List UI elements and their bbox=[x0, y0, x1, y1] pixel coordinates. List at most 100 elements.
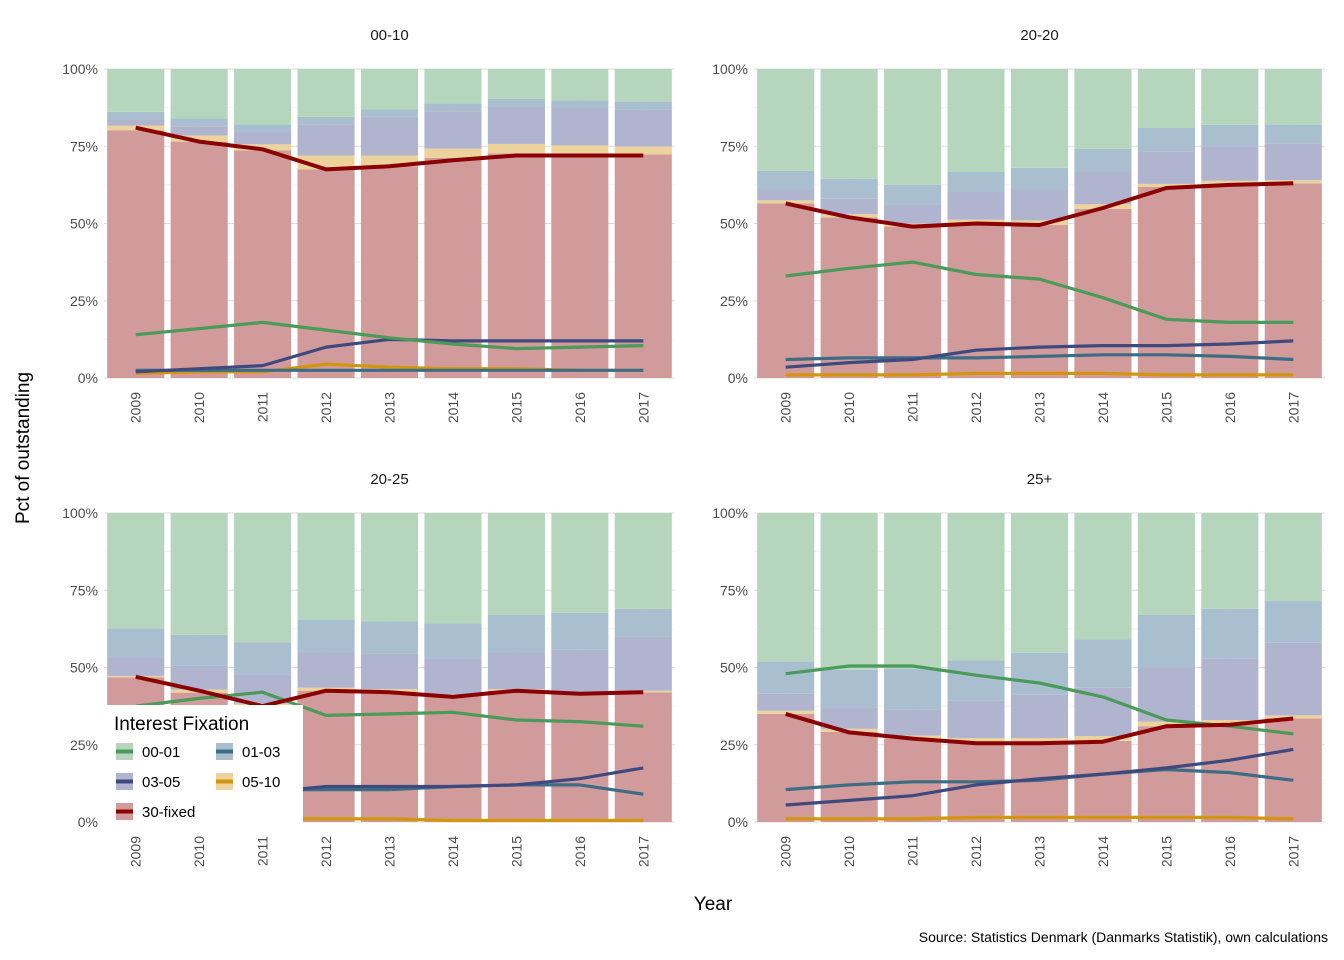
panel-20-25-bar-30-fixed-2015 bbox=[487, 690, 545, 822]
panel-25-bar-01-03-2011 bbox=[884, 669, 942, 710]
panel-20-20-bar-30-fixed-2011 bbox=[884, 226, 942, 378]
panel-00-10-bar-01-03-2010 bbox=[170, 118, 228, 127]
panel-25-bar-01-03-2017 bbox=[1264, 601, 1322, 643]
panel-00-10-bar-00-01-2011 bbox=[234, 69, 292, 125]
panel-00-10-y-ticks: 0% 25% 50% 75% 100% bbox=[62, 61, 98, 386]
panel-25-bar-30-fixed-2010 bbox=[820, 731, 878, 822]
legend-item-03-05: 03-05 bbox=[116, 773, 180, 791]
panel-25-bar-30-fixed-2009 bbox=[757, 713, 815, 822]
panel-20-25-bar-30-fixed-2014 bbox=[424, 696, 482, 822]
panel-20-25: 20-25 0% 25% 50% 75% 100% 2009 2010 2011 2012 2013… bbox=[62, 471, 675, 867]
panel-25-bar-30-fixed-2014 bbox=[1074, 740, 1132, 822]
panel-00-10-bar-01-03-2014 bbox=[424, 103, 482, 112]
panel-25-bar-05-10-2014 bbox=[1074, 736, 1132, 741]
legend-title: Interest Fixation bbox=[114, 714, 249, 735]
panel-20-20-bar-00-01-2010 bbox=[820, 69, 878, 179]
panel-20-25-bar-00-01-2009 bbox=[107, 513, 165, 629]
panel-00-10-bar-00-01-2015 bbox=[487, 69, 545, 99]
panel-20-25-bar-03-05-2009 bbox=[107, 657, 165, 676]
panel-20-25-bar-30-fixed-2017 bbox=[614, 692, 672, 822]
panel-20-20-bar-05-10-2016 bbox=[1201, 180, 1259, 184]
panel-00-10-y-tick-label: 75% bbox=[70, 138, 98, 154]
panel-20-20-bar-00-01-2014 bbox=[1074, 69, 1132, 149]
panel-25-x-tick-label: 2011 bbox=[905, 836, 921, 866]
panel-00-10-bar-05-10-2010 bbox=[170, 135, 228, 142]
panel-20-20-bar-00-01-2009 bbox=[757, 69, 815, 171]
panel-20-20-bar-30-fixed-2015 bbox=[1137, 187, 1195, 378]
panel-20-20-bar-03-05-2016 bbox=[1201, 146, 1259, 181]
legend-item-00-01: 00-01 bbox=[116, 743, 180, 761]
panel-25-bar-00-01-2013 bbox=[1010, 513, 1069, 653]
panel-20-20-x-tick-label: 2010 bbox=[841, 392, 857, 423]
panel-20-25-bar-01-03-2009 bbox=[107, 628, 165, 658]
panel-00-10-bar-03-05-2017 bbox=[614, 109, 672, 147]
legend-label: 00-01 bbox=[142, 744, 180, 761]
panel-00-10-y-tick-label: 100% bbox=[62, 61, 98, 77]
panel-00-10-bar-03-05-2012 bbox=[297, 124, 355, 156]
panel-00-10-bar-03-05-2014 bbox=[424, 111, 482, 149]
panel-25-bar-03-05-2009 bbox=[757, 693, 815, 711]
panel-20-25-y-ticks: 0% 25% 50% 75% 100% bbox=[62, 505, 98, 830]
panel-00-10-line-00-01 bbox=[135, 320, 644, 351]
panel-25-x-tick-label: 2015 bbox=[1158, 836, 1174, 867]
panel-00-10-y-tick-label: 50% bbox=[70, 216, 98, 232]
panel-20-25-bar-03-05-2013 bbox=[360, 653, 419, 690]
panel-20-20-bar-01-03-2015 bbox=[1137, 128, 1195, 152]
panel-00-10-x-tick-label: 2015 bbox=[508, 392, 524, 423]
panel-25-bar-00-01-2010 bbox=[820, 513, 878, 670]
panel-25-bar-05-10-2017 bbox=[1264, 715, 1322, 719]
x-axis-label: Year bbox=[694, 894, 733, 915]
panel-00-10-x-tick-label: 2014 bbox=[445, 392, 461, 423]
legend-label: 03-05 bbox=[142, 774, 180, 791]
panel-25-x-tick-label: 2014 bbox=[1095, 836, 1111, 867]
panel-20-20-x-tick-label: 2013 bbox=[1032, 392, 1048, 423]
panel-20-20-bar-03-05-2012 bbox=[947, 191, 1005, 220]
panel-00-10-bar-01-03-2011 bbox=[234, 124, 292, 133]
panel-20-25-bar-01-03-2011 bbox=[234, 642, 292, 675]
panel-20-20-x-tick-label: 2011 bbox=[905, 392, 921, 422]
panel-20-20: 20-20 0% 25% 50% 75% 100% 2009 2010 2011 2012 2013… bbox=[712, 27, 1325, 423]
panel-20-20-bar-01-03-2010 bbox=[820, 178, 878, 199]
panel-00-10-bar-05-10-2013 bbox=[360, 155, 419, 167]
panel-25-bar-05-10-2013 bbox=[1010, 738, 1069, 743]
panel-20-20-bar-03-05-2009 bbox=[757, 189, 815, 201]
panel-00-10-bar-00-01-2012 bbox=[297, 69, 355, 117]
panel-20-20-title: 20-20 bbox=[1020, 27, 1058, 44]
legend-item-30-fixed: 30-fixed bbox=[116, 803, 195, 821]
panel-20-20-bar-01-03-2016 bbox=[1201, 124, 1259, 147]
panel-00-10-bar-01-03-2017 bbox=[614, 101, 672, 110]
panel-20-25-bar-03-05-2015 bbox=[487, 652, 545, 690]
panel-20-20-x-tick-label: 2009 bbox=[778, 392, 794, 423]
panel-20-20-bar-03-05-2011 bbox=[884, 204, 942, 224]
panel-00-10-bar-03-05-2013 bbox=[360, 116, 419, 156]
panel-20-20-bar-30-fixed-2016 bbox=[1201, 183, 1259, 378]
panel-20-20-x-ticks: 2009 2010 2011 2012 2013 2014 2015 2016 2017 bbox=[778, 392, 1302, 423]
panel-25-bar-01-03-2016 bbox=[1201, 608, 1259, 659]
panel-00-10-x-tick-label: 2016 bbox=[572, 392, 588, 423]
panel-20-25-bar-00-01-2015 bbox=[487, 513, 545, 615]
panel-20-20-bar-05-10-2015 bbox=[1137, 183, 1195, 188]
panel-00-10-bar-30-fixed-2013 bbox=[360, 166, 419, 378]
panel-00-10-bar-00-01-2016 bbox=[551, 69, 609, 101]
panel-25-x-tick-label: 2017 bbox=[1285, 836, 1301, 867]
panel-20-25-x-tick-label: 2009 bbox=[128, 836, 144, 867]
panel-20-25-bar-30-fixed-2016 bbox=[551, 694, 609, 822]
panel-20-25-y-tick-label: 50% bbox=[70, 660, 98, 676]
panel-25-bar-01-03-2009 bbox=[757, 661, 815, 694]
panel-20-20-bar-03-05-2013 bbox=[1010, 189, 1069, 221]
panel-20-20-bar-30-fixed-2010 bbox=[820, 217, 878, 378]
panel-20-20-x-tick-label: 2014 bbox=[1095, 392, 1111, 423]
panel-00-10-bar-05-10-2016 bbox=[551, 145, 609, 154]
panel-20-20-bar-01-03-2017 bbox=[1264, 124, 1322, 144]
panel-00-10-bar-01-03-2015 bbox=[487, 98, 545, 107]
panel-20-25-y-tick-label: 0% bbox=[78, 814, 98, 830]
panel-20-25-bar-01-03-2017 bbox=[614, 608, 672, 637]
panel-00-10-bar-05-10-2014 bbox=[424, 148, 482, 158]
panel-20-25-x-tick-label: 2017 bbox=[635, 836, 651, 867]
panel-00-10-x-ticks: 2009 2010 2011 2012 2013 2014 2015 2016 2017 bbox=[128, 392, 652, 423]
panel-25-bar-01-03-2012 bbox=[947, 660, 1005, 701]
panel-20-25-y-tick-label: 100% bbox=[62, 505, 98, 521]
panel-00-10-bar-03-05-2010 bbox=[170, 126, 228, 136]
source-caption: Source: Statistics Denmark (Danmarks Sta… bbox=[919, 929, 1328, 945]
panel-20-20-bar-03-05-2017 bbox=[1264, 143, 1322, 181]
